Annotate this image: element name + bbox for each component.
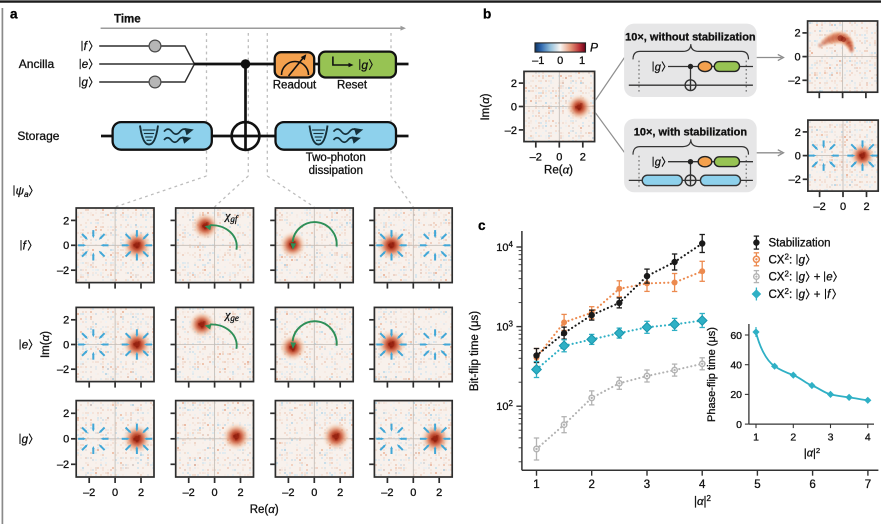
svg-text:Readout: Readout xyxy=(273,80,317,92)
svg-text:+: + xyxy=(814,272,821,284)
svg-text:4: 4 xyxy=(865,432,871,444)
svg-text:f: f xyxy=(84,41,89,53)
svg-text:Re(α): Re(α) xyxy=(250,504,279,516)
svg-text:–2: –2 xyxy=(57,459,69,471)
svg-text:Bit-flip time (μs): Bit-flip time (μs) xyxy=(469,311,481,391)
svg-text:–2: –2 xyxy=(813,201,825,213)
svg-text:|α|2: |α|2 xyxy=(694,494,712,508)
svg-text:c: c xyxy=(478,218,486,233)
svg-text:0: 0 xyxy=(410,487,416,499)
svg-text:2: 2 xyxy=(337,487,343,499)
svg-text:0: 0 xyxy=(212,487,218,499)
svg-text:2: 2 xyxy=(63,408,69,420)
svg-text:0: 0 xyxy=(795,150,801,162)
svg-text:4: 4 xyxy=(699,479,706,491)
svg-text:–2: –2 xyxy=(789,174,801,186)
svg-text:–2: –2 xyxy=(381,487,393,499)
svg-text:g: g xyxy=(799,272,806,284)
svg-text:–2: –2 xyxy=(530,152,542,164)
svg-text:7: 7 xyxy=(865,479,871,491)
svg-text:Phase-flip time (μs): Phase-flip time (μs) xyxy=(706,327,718,422)
svg-text:g: g xyxy=(655,157,662,169)
svg-text:Re(α): Re(α) xyxy=(544,164,573,176)
svg-text:2: 2 xyxy=(794,28,800,40)
svg-text:–2: –2 xyxy=(83,487,95,499)
svg-text:ψa: ψa xyxy=(16,186,29,200)
svg-text:Im(α): Im(α) xyxy=(40,331,52,358)
svg-text:e: e xyxy=(22,340,28,352)
svg-text:60: 60 xyxy=(730,330,742,342)
svg-text:Time: Time xyxy=(114,14,141,26)
svg-text:–1: –1 xyxy=(532,55,544,67)
svg-text:1: 1 xyxy=(579,55,585,67)
svg-text:10×, with stabilization: 10×, with stabilization xyxy=(634,127,748,139)
svg-text:2: 2 xyxy=(511,78,517,90)
svg-text:Reset: Reset xyxy=(337,80,368,92)
svg-text:0: 0 xyxy=(557,55,563,67)
svg-text:2: 2 xyxy=(863,201,869,213)
svg-text:CX2:: CX2: xyxy=(769,270,793,284)
svg-text:e: e xyxy=(82,59,88,71)
svg-text:0: 0 xyxy=(311,487,317,499)
svg-text:P: P xyxy=(590,41,598,55)
svg-text:g: g xyxy=(361,58,368,72)
svg-text:g: g xyxy=(799,254,806,266)
svg-text:0: 0 xyxy=(63,339,69,351)
svg-text:e: e xyxy=(826,272,832,284)
svg-text:0: 0 xyxy=(736,419,742,431)
svg-text:f: f xyxy=(827,289,832,301)
svg-text:+: + xyxy=(814,289,821,301)
svg-text:3: 3 xyxy=(828,432,834,444)
svg-text:10×, without stabilization: 10×, without stabilization xyxy=(625,31,756,43)
svg-text:a: a xyxy=(10,7,18,22)
svg-text:g: g xyxy=(82,77,89,89)
svg-text:–2: –2 xyxy=(282,487,294,499)
svg-text:2: 2 xyxy=(63,315,69,327)
svg-text:3: 3 xyxy=(644,479,650,491)
svg-text:5: 5 xyxy=(754,479,760,491)
svg-text:–2: –2 xyxy=(183,487,195,499)
svg-text:b: b xyxy=(483,7,491,22)
svg-text:2: 2 xyxy=(237,487,243,499)
svg-text:40: 40 xyxy=(730,360,742,372)
svg-text:g: g xyxy=(22,434,29,446)
svg-text:2: 2 xyxy=(580,152,586,164)
svg-text:Two-photon: Two-photon xyxy=(306,152,366,164)
svg-text:g: g xyxy=(655,62,662,74)
svg-text:0: 0 xyxy=(63,434,69,446)
svg-text:2: 2 xyxy=(436,487,442,499)
svg-text:–2: –2 xyxy=(57,364,69,376)
svg-text:104: 104 xyxy=(496,240,513,254)
svg-text:|α|2: |α|2 xyxy=(804,446,820,460)
svg-text:CX2:: CX2: xyxy=(769,287,793,301)
svg-text:2: 2 xyxy=(795,127,801,139)
svg-text:Storage: Storage xyxy=(17,129,59,143)
svg-text:2: 2 xyxy=(790,432,796,444)
svg-text:1: 1 xyxy=(533,479,539,491)
svg-text:0: 0 xyxy=(63,240,69,252)
svg-text:CX2:: CX2: xyxy=(769,252,793,266)
svg-text:f: f xyxy=(23,240,28,252)
svg-text:1: 1 xyxy=(753,432,759,444)
svg-text:0: 0 xyxy=(556,152,562,164)
svg-text:Ancilla: Ancilla xyxy=(19,57,55,71)
svg-text:103: 103 xyxy=(496,320,513,334)
svg-text:102: 102 xyxy=(496,399,513,413)
svg-text:20: 20 xyxy=(730,389,742,401)
svg-text:2: 2 xyxy=(588,479,594,491)
svg-text:–2: –2 xyxy=(505,125,517,137)
svg-text:dissipation: dissipation xyxy=(309,165,363,177)
svg-text:g: g xyxy=(799,289,806,301)
svg-text:0: 0 xyxy=(511,101,517,113)
svg-text:6: 6 xyxy=(809,479,815,491)
svg-text:2: 2 xyxy=(63,215,69,227)
svg-text:–2: –2 xyxy=(57,265,69,277)
svg-text:0: 0 xyxy=(794,52,800,64)
svg-text:0: 0 xyxy=(112,487,118,499)
svg-text:–2: –2 xyxy=(788,75,800,87)
svg-text:Stabilization: Stabilization xyxy=(769,238,831,250)
svg-text:2: 2 xyxy=(138,487,144,499)
svg-text:Im(α): Im(α) xyxy=(480,93,492,120)
svg-text:0: 0 xyxy=(840,201,846,213)
